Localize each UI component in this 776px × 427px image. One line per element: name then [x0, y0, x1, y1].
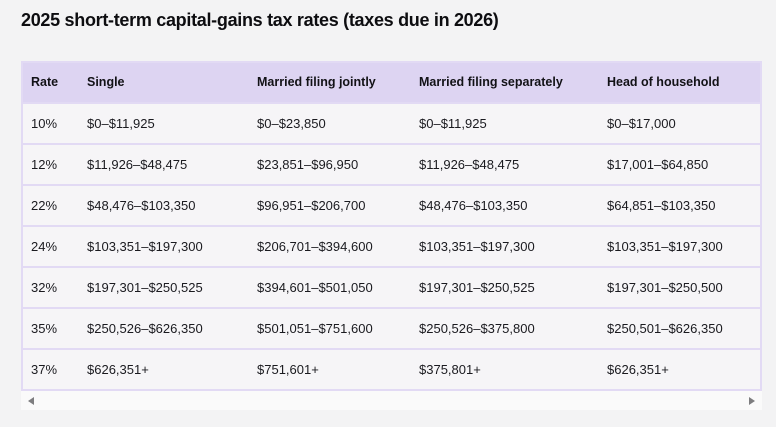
cell-married-filing-jointly: $206,701–$394,600 [249, 225, 411, 267]
cell-married-filing-separately: $103,351–$197,300 [411, 225, 599, 267]
cell-married-filing-separately: $250,526–$375,800 [411, 307, 599, 349]
column-header-head-of-household: Head of household [599, 62, 761, 103]
cell-married-filing-separately: $48,476–$103,350 [411, 184, 599, 226]
column-header-rate: Rate [22, 62, 79, 103]
cell-married-filing-jointly: $23,851–$96,950 [249, 143, 411, 185]
table-row: 22% $48,476–$103,350 $96,951–$206,700 $4… [22, 184, 761, 226]
scroll-left-arrow-icon[interactable] [28, 396, 34, 405]
cell-married-filing-separately: $11,926–$48,475 [411, 143, 599, 185]
cell-rate: 24% [22, 225, 79, 267]
horizontal-scrollbar[interactable] [21, 391, 762, 410]
cell-married-filing-separately: $197,301–$250,525 [411, 266, 599, 308]
scrollbar-track[interactable] [34, 391, 749, 410]
cell-rate: 32% [22, 266, 79, 308]
tax-rates-table: Rate Single Married filing jointly Marri… [21, 61, 762, 391]
cell-married-filing-separately: $375,801+ [411, 348, 599, 390]
cell-married-filing-jointly: $751,601+ [249, 348, 411, 390]
cell-married-filing-jointly: $0–$23,850 [249, 102, 411, 144]
cell-rate: 35% [22, 307, 79, 349]
column-header-married-filing-jointly: Married filing jointly [249, 62, 411, 103]
cell-single: $626,351+ [79, 348, 249, 390]
column-header-single: Single [79, 62, 249, 103]
cell-single: $250,526–$626,350 [79, 307, 249, 349]
tax-table-container: Rate Single Married filing jointly Marri… [21, 61, 762, 410]
cell-head-of-household: $0–$17,000 [599, 102, 761, 144]
cell-single: $0–$11,925 [79, 102, 249, 144]
cell-married-filing-separately: $0–$11,925 [411, 102, 599, 144]
cell-rate: 22% [22, 184, 79, 226]
table-row: 37% $626,351+ $751,601+ $375,801+ $626,3… [22, 348, 761, 390]
column-header-married-filing-separately: Married filing separately [411, 62, 599, 103]
cell-head-of-household: $64,851–$103,350 [599, 184, 761, 226]
table-row: 35% $250,526–$626,350 $501,051–$751,600 … [22, 307, 761, 349]
cell-rate: 37% [22, 348, 79, 390]
cell-head-of-household: $250,501–$626,350 [599, 307, 761, 349]
cell-rate: 12% [22, 143, 79, 185]
table-row: 32% $197,301–$250,525 $394,601–$501,050 … [22, 266, 761, 308]
table-header-row: Rate Single Married filing jointly Marri… [22, 62, 761, 103]
cell-single: $48,476–$103,350 [79, 184, 249, 226]
cell-single: $11,926–$48,475 [79, 143, 249, 185]
cell-head-of-household: $103,351–$197,300 [599, 225, 761, 267]
cell-single: $197,301–$250,525 [79, 266, 249, 308]
table-row: 10% $0–$11,925 $0–$23,850 $0–$11,925 $0–… [22, 102, 761, 144]
cell-head-of-household: $626,351+ [599, 348, 761, 390]
cell-married-filing-jointly: $394,601–$501,050 [249, 266, 411, 308]
table-row: 12% $11,926–$48,475 $23,851–$96,950 $11,… [22, 143, 761, 185]
cell-married-filing-jointly: $96,951–$206,700 [249, 184, 411, 226]
cell-married-filing-jointly: $501,051–$751,600 [249, 307, 411, 349]
scroll-right-arrow-icon[interactable] [749, 396, 755, 405]
cell-head-of-household: $17,001–$64,850 [599, 143, 761, 185]
cell-single: $103,351–$197,300 [79, 225, 249, 267]
page-title: 2025 short-term capital-gains tax rates … [21, 10, 499, 30]
cell-head-of-household: $197,301–$250,500 [599, 266, 761, 308]
table-row: 24% $103,351–$197,300 $206,701–$394,600 … [22, 225, 761, 267]
cell-rate: 10% [22, 102, 79, 144]
